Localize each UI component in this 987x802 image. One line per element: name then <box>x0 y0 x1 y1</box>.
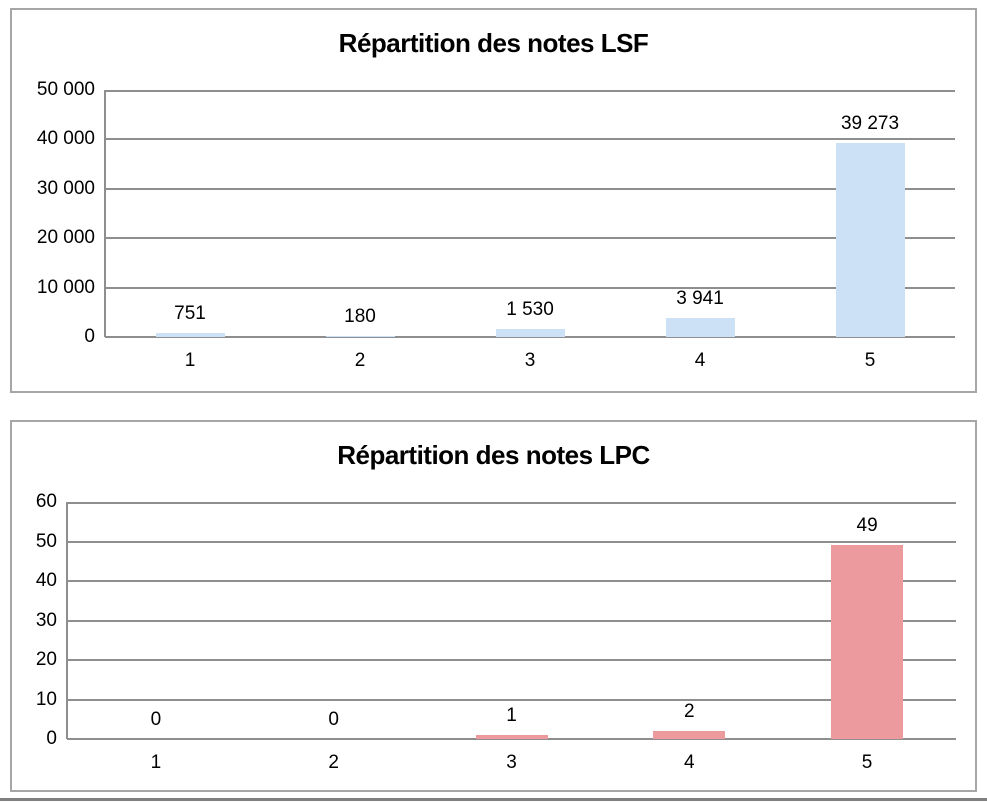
gridline <box>67 580 956 582</box>
y-axis-tick-label: 10 <box>35 688 57 710</box>
bar-category-3 <box>475 735 548 739</box>
gridline <box>105 90 955 92</box>
y-axis-tick-label: 50 000 <box>36 79 95 100</box>
x-axis-category-label: 3 <box>506 752 517 773</box>
gridline <box>105 286 955 289</box>
data-label-category-4: 3 941 <box>676 287 724 309</box>
data-label-category-3: 1 <box>506 705 517 727</box>
x-axis-line <box>67 738 956 740</box>
x-axis-category-label: 3 <box>524 350 536 371</box>
y-axis-tick-label: 20 <box>35 649 57 670</box>
y-axis-line <box>66 502 68 739</box>
x-axis-category-label: 2 <box>328 752 339 773</box>
data-label-category-4: 2 <box>684 701 695 723</box>
y-axis-tick-label: 30 000 <box>36 177 95 199</box>
x-axis-category-label: 5 <box>861 752 873 773</box>
chart-title-lsf: Répartition des notes LSF <box>338 28 649 58</box>
x-axis-category-label: 5 <box>864 350 876 371</box>
gridline <box>67 698 956 701</box>
gridline <box>105 138 955 141</box>
data-label-category-5: 49 <box>856 515 878 537</box>
plot-area-lsf: 751 180 1 530 3 941 39 273 <box>104 90 955 338</box>
plot-area-lpc: 0 0 1 2 49 <box>66 502 956 740</box>
y-axis-line <box>104 90 106 337</box>
bar-category-5 <box>831 545 904 739</box>
gridline <box>67 619 956 622</box>
gridline <box>105 237 955 240</box>
x-axis-category-label: 1 <box>150 752 162 773</box>
gridline <box>67 502 956 504</box>
y-axis-tick-label: 40 000 <box>36 128 95 150</box>
data-label-category-2: 180 <box>344 306 376 327</box>
bar-category-4 <box>665 317 735 337</box>
y-axis-tick-label: 0 <box>84 326 95 347</box>
gridline <box>67 540 956 543</box>
x-axis-category-label: 4 <box>684 752 695 773</box>
data-label-category-5: 39 273 <box>840 113 900 134</box>
x-axis-category-label: 1 <box>184 350 196 371</box>
lsf-chart-card: Répartition des notes LSF 751 180 1 530 3 9… <box>10 8 977 393</box>
y-axis-tick-label: 10 000 <box>36 276 95 298</box>
bar-category-4 <box>653 731 726 739</box>
chart-title-lpc: Répartition des notes LPC <box>337 440 650 470</box>
bar-category-1 <box>155 333 225 337</box>
gridline <box>105 187 955 190</box>
bar-category-2 <box>325 336 395 337</box>
data-label-category-1: 751 <box>174 303 206 325</box>
y-axis-tick-label: 40 <box>35 570 57 591</box>
data-label-category-2: 0 <box>328 709 339 730</box>
y-axis-tick-label: 60 <box>35 491 57 512</box>
x-axis-line <box>105 336 955 338</box>
data-label-category-1: 0 <box>150 709 162 730</box>
y-axis-tick-label: 30 <box>35 609 57 631</box>
gridline <box>67 659 956 661</box>
x-axis-category-label: 4 <box>694 350 706 371</box>
y-axis-tick-label: 50 <box>35 530 57 552</box>
page-bottom-divider <box>0 798 987 801</box>
x-axis-category-label: 2 <box>354 350 366 371</box>
bar-category-5 <box>835 143 905 337</box>
bar-category-3 <box>495 329 565 337</box>
data-label-category-3: 1 530 <box>506 299 554 321</box>
y-axis-tick-label: 20 000 <box>36 227 95 249</box>
lpc-chart-card: Répartition des notes LPC 0 0 1 2 49 0 10 20 30… <box>10 420 977 792</box>
y-axis-tick-label: 0 <box>46 728 57 749</box>
